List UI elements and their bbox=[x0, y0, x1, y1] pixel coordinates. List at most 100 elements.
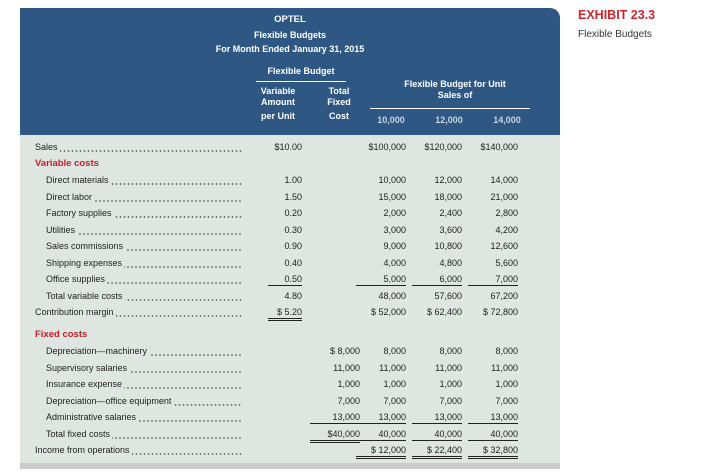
row-label-cell: Depreciation—machinery bbox=[46, 343, 242, 359]
row-label: Factory supplies bbox=[46, 208, 112, 218]
cell-a: 8,000 bbox=[383, 346, 406, 356]
leader-dots bbox=[77, 221, 242, 238]
col-fixed-line: Total bbox=[328, 86, 350, 96]
table-row: Depreciation—office equipment 7,000 7,000 7… bbox=[20, 392, 560, 409]
cell-f: 1,000 bbox=[337, 379, 360, 389]
cell-f bbox=[310, 255, 360, 269]
cell-a: 7,000 bbox=[383, 395, 406, 406]
row-label-cell: Direct labor bbox=[46, 188, 242, 205]
row-label: Variable costs bbox=[35, 157, 99, 169]
row-label: Supervisory salaries bbox=[46, 362, 128, 373]
cell-c: 11,000 bbox=[491, 362, 518, 373]
row-label: Utilities bbox=[46, 224, 76, 235]
cell-a: 48,000 bbox=[378, 290, 406, 301]
cell-b: 1,000 bbox=[439, 379, 462, 389]
report-title: Flexible Budgets bbox=[253, 30, 326, 40]
row-label: Depreciation—machinery bbox=[46, 346, 148, 356]
cell-b: 18,000 bbox=[434, 191, 462, 202]
row-label: Sales commissions bbox=[46, 241, 124, 251]
cell-a: 10,000 bbox=[378, 175, 406, 185]
cell-b: $ 62,400 bbox=[426, 307, 462, 317]
leader-dots bbox=[131, 442, 242, 458]
leader-dots bbox=[110, 172, 242, 188]
cell-v: 1.50 bbox=[284, 191, 302, 202]
cell-a: $100,000 bbox=[368, 142, 406, 152]
exhibit-subtitle: Flexible Budgets bbox=[578, 29, 652, 40]
col-total-fixed: Total Fixed Cost bbox=[314, 86, 364, 122]
cell-v: 1.00 bbox=[284, 175, 302, 185]
row-label: Total variable costs bbox=[46, 290, 123, 301]
cell-c: 4,200 bbox=[495, 224, 518, 235]
group-underline bbox=[370, 108, 530, 109]
cell-b: 6,000 bbox=[412, 271, 462, 286]
leader-dots bbox=[112, 425, 242, 442]
cell-v bbox=[268, 376, 302, 390]
leader-dots bbox=[113, 205, 242, 221]
cell-a: 3,000 bbox=[383, 224, 406, 235]
cell-f bbox=[310, 205, 360, 219]
table-row: Direct labor 1.50 15,000 18,000 21,000 bbox=[20, 188, 560, 205]
table-row: Sales $10.00 $100,000 $120,000 $140,000 bbox=[20, 139, 560, 155]
row-label: Shipping expenses bbox=[46, 257, 123, 268]
cell-a: 5,000 bbox=[356, 271, 406, 286]
cell-a: 2,000 bbox=[383, 208, 406, 218]
cell-b: 13,000 bbox=[412, 409, 462, 424]
cell-v bbox=[268, 442, 302, 456]
cell-b: 57,600 bbox=[434, 290, 462, 301]
col-var-line: Amount bbox=[261, 97, 295, 107]
company-name: OPTEL bbox=[274, 14, 306, 25]
row-label: Income from operations bbox=[35, 445, 130, 455]
cell-f: 13,000 bbox=[310, 409, 360, 424]
row-label-cell: Utilities bbox=[46, 221, 242, 238]
cell-c: 40,000 bbox=[468, 426, 518, 441]
leader-dots bbox=[124, 376, 242, 392]
leader-dots bbox=[129, 359, 242, 376]
cell-f bbox=[310, 189, 360, 203]
cell-f: 11,000 bbox=[333, 362, 360, 373]
cell-a: 9,000 bbox=[383, 241, 406, 251]
cell-a: $ 52,000 bbox=[370, 307, 406, 317]
cell-a: 15,000 bbox=[378, 191, 406, 202]
cell-a: 4,000 bbox=[383, 257, 406, 268]
report-period: For Month Ended January 31, 2015 bbox=[215, 44, 365, 54]
row-label-cell: Insurance expense bbox=[46, 376, 242, 392]
exhibit-label: EXHIBIT 23.3 bbox=[578, 8, 656, 22]
table-row: Utilities 0.30 3,000 3,600 4,200 bbox=[20, 221, 560, 238]
col-units-12000: 12,000 bbox=[435, 115, 463, 125]
cell-v bbox=[268, 393, 302, 407]
cell-v bbox=[268, 360, 302, 374]
table-body: Sales $10.00 $100,000 $120,000 $140,000 Varia… bbox=[20, 135, 560, 463]
table-row: Income from operations $ 12,000 $ 22,400 $ … bbox=[20, 442, 560, 459]
leader-dots bbox=[149, 343, 242, 359]
table-row: Direct materials 1.00 10,000 12,000 14,000 bbox=[20, 172, 560, 188]
row-label-cell: Contribution margin bbox=[35, 304, 242, 320]
col-fixed-line: Fixed bbox=[327, 97, 351, 107]
cell-v: 0.50 bbox=[268, 271, 302, 286]
cell-c: 13,000 bbox=[468, 409, 518, 424]
row-label: Administrative salaries bbox=[46, 412, 137, 422]
cell-b: $120,000 bbox=[424, 142, 462, 152]
cell-c: $140,000 bbox=[480, 142, 518, 152]
row-label: Direct materials bbox=[46, 175, 109, 185]
table-row: Contribution margin $ 5.20 $ 52,000 $ 62,40… bbox=[20, 304, 560, 321]
row-label-cell: Direct materials bbox=[46, 172, 242, 188]
group-unit-line: Flexible Budget for Unit bbox=[404, 79, 506, 89]
row-label-cell: Sales bbox=[35, 139, 242, 155]
col-units-10000: 10,000 bbox=[377, 115, 405, 125]
cell-v bbox=[268, 343, 302, 357]
row-label-cell: Depreciation—office equipment bbox=[46, 392, 242, 409]
cell-f bbox=[310, 304, 360, 318]
leader-dots bbox=[106, 271, 242, 287]
row-label-cell: Total variable costs bbox=[46, 287, 242, 304]
row-label: Insurance expense bbox=[46, 379, 123, 389]
row-label-cell: Office supplies bbox=[46, 271, 242, 287]
table-row: Factory supplies 0.20 2,000 2,400 2,800 bbox=[20, 205, 560, 221]
cell-v: 0.20 bbox=[284, 208, 302, 218]
cell-c: 67,200 bbox=[490, 290, 518, 301]
col-var-line: Variable bbox=[260, 86, 296, 96]
cell-v bbox=[268, 409, 302, 423]
table-row: Office supplies 0.50 5,000 6,000 7,000 bbox=[20, 271, 560, 287]
cell-b: 2,400 bbox=[439, 208, 462, 218]
cell-a: $ 12,000 bbox=[356, 442, 406, 459]
section-header: Fixed costs bbox=[20, 327, 560, 343]
